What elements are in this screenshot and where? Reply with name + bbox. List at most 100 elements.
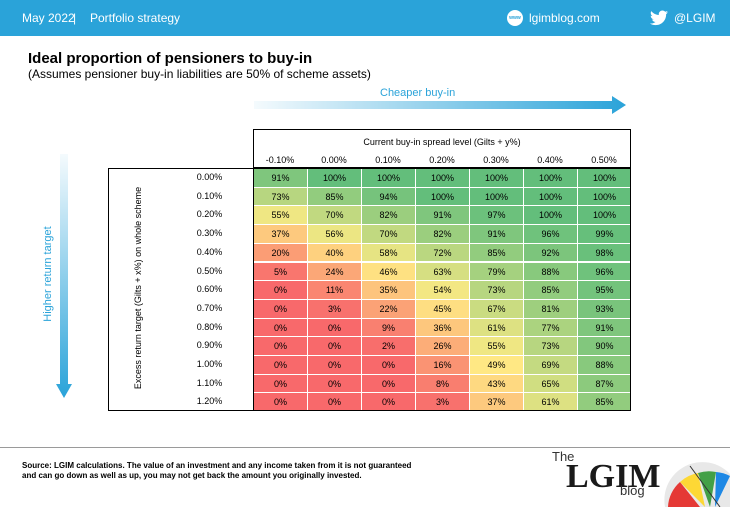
heatmap-cell: 91% — [578, 318, 630, 338]
heatmap-cell: 100% — [578, 187, 630, 207]
heatmap-cell: 72% — [416, 243, 470, 263]
heatmap-cell: 85% — [470, 243, 524, 263]
heatmap-cell: 40% — [308, 243, 362, 263]
heatmap-cell: 82% — [362, 206, 416, 226]
column-header: 0.00% — [321, 155, 347, 165]
twitter-handle-link[interactable]: @LGIM — [674, 11, 716, 25]
heatmap-cell: 100% — [578, 169, 630, 188]
heatmap-cell: 70% — [362, 225, 416, 244]
footer-divider — [0, 447, 730, 448]
heatmap-cell: 91% — [254, 169, 308, 188]
heatmap-cell: 0% — [254, 374, 308, 394]
heatmap-cell: 100% — [416, 187, 470, 207]
heatmap-cell: 9% — [362, 318, 416, 338]
heatmap-cell: 45% — [416, 299, 470, 319]
heatmap-cell: 85% — [578, 393, 630, 410]
row-axis-title-wrap: Excess return target (Gilts + x%) on who… — [108, 168, 166, 411]
heatmap-cell: 0% — [254, 281, 308, 300]
logo-the: The — [552, 449, 575, 464]
heatmap-cell: 73% — [524, 337, 578, 356]
row-header-box — [108, 168, 253, 411]
blog-url-link[interactable]: lgimblog.com — [529, 11, 600, 25]
row-header: 0.30% — [196, 228, 223, 239]
heatmap-cell: 0% — [254, 318, 308, 338]
column-header: 0.30% — [483, 155, 509, 165]
heatmap-cell: 100% — [362, 169, 416, 188]
heatmap-cell: 16% — [416, 356, 470, 375]
heatmap-cell: 2% — [362, 337, 416, 356]
row-header: 1.10% — [196, 377, 223, 388]
row-header: 0.00% — [196, 172, 223, 182]
top-bar: May 2022 | Portfolio strategy www lgimbl… — [0, 0, 730, 36]
heatmap-cell: 100% — [524, 169, 578, 188]
heatmap-cell: 91% — [470, 225, 524, 244]
heatmap-cell: 54% — [416, 281, 470, 300]
heatmap-cell: 69% — [524, 356, 578, 375]
heatmap-cell: 73% — [254, 187, 308, 207]
heatmap-cell: 0% — [308, 318, 362, 338]
heatmap-cell: 0% — [362, 356, 416, 375]
heatmap-cell: 3% — [416, 393, 470, 410]
heatmap-cell: 77% — [524, 318, 578, 338]
heatmap-cell: 95% — [578, 281, 630, 300]
heatmap-cell: 100% — [524, 187, 578, 207]
heatmap-cell: 55% — [470, 337, 524, 356]
heatmap-cell: 11% — [308, 281, 362, 300]
heatmap-cell: 79% — [470, 262, 524, 282]
heatmap-cell: 37% — [254, 225, 308, 244]
column-header: -0.10% — [265, 155, 295, 165]
heatmap-cell: 99% — [578, 225, 630, 244]
row-header: 0.70% — [196, 302, 223, 313]
heatmap-cell: 87% — [578, 374, 630, 394]
heatmap-cell: 0% — [308, 356, 362, 375]
column-header-box — [253, 129, 631, 168]
source-text: LGIM calculations. The value of an inves… — [22, 461, 412, 480]
heatmap-cell: 3% — [308, 299, 362, 319]
heatmap-cell: 0% — [362, 374, 416, 394]
heatmap-cell: 20% — [254, 243, 308, 263]
row-header: 0.50% — [196, 265, 223, 276]
column-header: 0.50% — [591, 155, 617, 165]
heatmap-cell: 100% — [578, 206, 630, 226]
heatmap-cell: 100% — [524, 206, 578, 226]
heatmap-cell: 98% — [578, 243, 630, 263]
cheaper-buyin-arrow — [254, 96, 626, 114]
publication-date: May 2022 — [22, 11, 75, 25]
heatmap-cell: 0% — [254, 299, 308, 319]
source-label: Source: — [22, 461, 52, 470]
web-icon: www — [507, 10, 523, 26]
heatmap-cell: 0% — [308, 393, 362, 410]
heatmap-cell: 61% — [524, 393, 578, 410]
heatmap-cell: 0% — [308, 374, 362, 394]
heatmap-cell: 96% — [524, 225, 578, 244]
heatmap-cell: 92% — [524, 243, 578, 263]
heatmap-cells: 91% 100% 100% 100% 100% 100% 100% 73% 85% 94% 100%… — [253, 168, 631, 411]
heatmap-cell: 82% — [416, 225, 470, 244]
row-header: 0.80% — [196, 321, 223, 332]
twitter-icon[interactable] — [650, 10, 668, 26]
row-header: 1.20% — [196, 396, 223, 407]
heatmap-cell: 67% — [470, 299, 524, 319]
heatmap-cell: 61% — [470, 318, 524, 338]
row-header: 0.10% — [196, 190, 223, 201]
cheaper-buyin-label: Cheaper buy-in — [380, 87, 456, 99]
heatmap-cell: 91% — [416, 206, 470, 226]
row-header: 0.90% — [196, 340, 223, 351]
heatmap-cell: 0% — [362, 393, 416, 410]
higher-return-label: Higher return target — [42, 226, 54, 322]
heatmap-cell: 58% — [362, 243, 416, 263]
heatmap-cell: 24% — [308, 262, 362, 282]
column-header: 0.40% — [537, 155, 563, 165]
logo-blog: blog — [620, 483, 645, 498]
heatmap-cell: 0% — [254, 337, 308, 356]
heatmap-cell: 26% — [416, 337, 470, 356]
heatmap-cell: 88% — [524, 262, 578, 282]
heatmap-cell: 85% — [308, 187, 362, 207]
heatmap-cell: 0% — [254, 393, 308, 410]
heatmap-cell: 8% — [416, 374, 470, 394]
heatmap-cell: 22% — [362, 299, 416, 319]
heatmap-cell: 96% — [578, 262, 630, 282]
heatmap-cell: 88% — [578, 356, 630, 375]
heatmap-cell: 5% — [254, 262, 308, 282]
heatmap-cell: 63% — [416, 262, 470, 282]
